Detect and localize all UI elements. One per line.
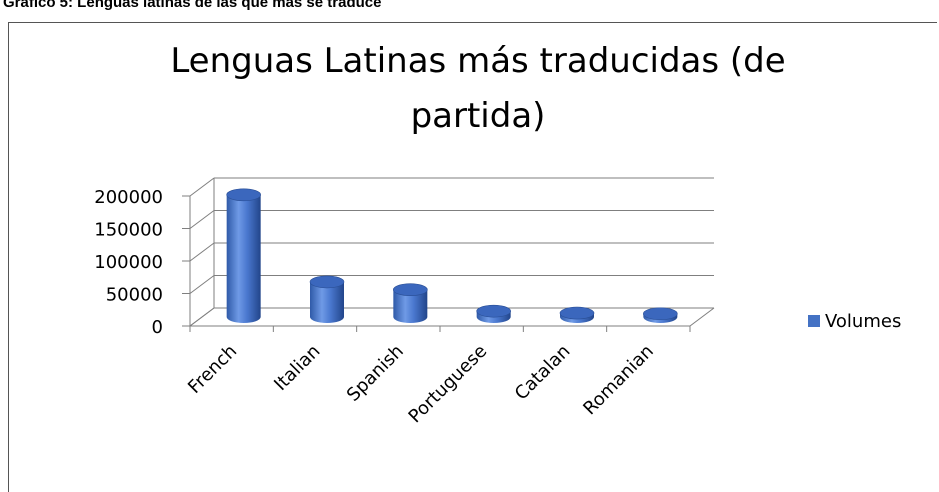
- bar-top: [226, 188, 261, 202]
- bar-top: [309, 275, 345, 289]
- y-axis: 0 50000 100000 150000 200000: [94, 187, 190, 338]
- legend: Volumes: [808, 311, 901, 332]
- x-tick-label: Italian: [270, 341, 324, 395]
- floor-right-edge: [689, 307, 715, 327]
- y-tick-label: 50000: [106, 285, 163, 306]
- chart-title-line1: Lenguas Latinas más traducidas (de: [170, 41, 785, 81]
- chart-frame: [8, 22, 937, 492]
- y-tick-label: 150000: [94, 220, 163, 241]
- legend-label-volumes: Volumes: [825, 311, 901, 332]
- gridline-side: [189, 307, 215, 327]
- gridlines: [189, 177, 715, 327]
- y-tick-label: 200000: [94, 187, 163, 208]
- bar: [476, 304, 511, 323]
- bar-top: [393, 283, 428, 297]
- bar: [226, 188, 261, 323]
- y-tick-label: 100000: [94, 252, 163, 273]
- bar-top: [476, 304, 511, 318]
- x-tick-label: Catalan: [511, 341, 575, 405]
- x-tick-label: Romanian: [579, 341, 658, 420]
- bar-body: [310, 281, 344, 323]
- legend-swatch-volumes: [808, 315, 820, 327]
- gridline-side: [189, 177, 215, 197]
- bar: [309, 275, 345, 323]
- gridline-side: [189, 210, 215, 229]
- bar-body: [226, 194, 261, 323]
- bar-top: [643, 307, 678, 321]
- bar: [559, 306, 595, 323]
- x-tick-label: Spanish: [343, 341, 408, 406]
- bars: [226, 188, 678, 323]
- bar-body: [393, 289, 428, 323]
- gridline-side: [189, 242, 215, 262]
- chart-title-line2: partida): [411, 96, 546, 136]
- x-tick-label: Portuguese: [405, 341, 492, 428]
- bar: [393, 283, 428, 323]
- bar: [643, 307, 678, 323]
- gridline-side: [189, 275, 215, 294]
- bar-top: [559, 306, 595, 320]
- x-tick-label: French: [184, 341, 241, 398]
- figure-caption: Gráfico 5: Lenguas latinas de las que má…: [3, 0, 382, 11]
- y-tick-label: 0: [152, 317, 163, 338]
